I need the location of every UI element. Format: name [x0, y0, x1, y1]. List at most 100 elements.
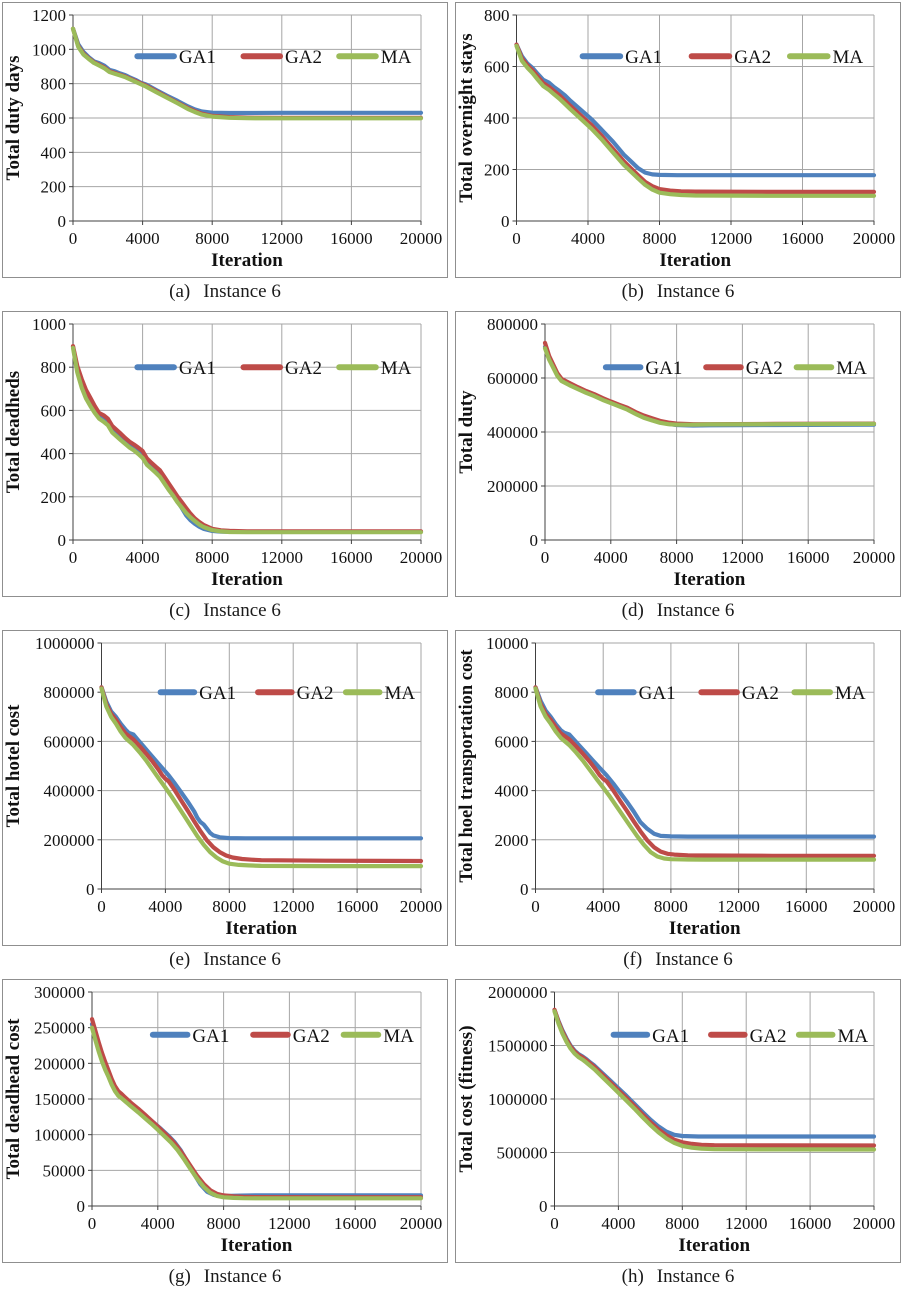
- y-tick-label: 200000: [34, 1054, 85, 1073]
- legend-label-MA: MA: [836, 358, 867, 379]
- y-tick-label: 0: [86, 880, 95, 899]
- y-tick-label: 800000: [44, 683, 95, 702]
- y-axis-title: Total cost (fitness): [456, 1025, 477, 1172]
- tick-labels: 0 50000 100000 150000 200000 250000 300000 0 400…: [34, 983, 442, 1233]
- series-MA-line: [542, 346, 877, 427]
- y-tick-label: 1200: [32, 6, 66, 25]
- x-tick-label: 16000: [781, 229, 824, 248]
- chart-caption-a: (a) Instance 6: [2, 278, 448, 305]
- axes: [531, 642, 875, 893]
- tick-labels: 0 200 400 600 800 1000 0 4000 8000 12000 16000 2000…: [32, 315, 442, 567]
- legend: GA1 GA2 MA: [610, 1026, 868, 1047]
- caption-label: (a): [169, 280, 191, 302]
- legend: GA1 GA2 MA: [134, 47, 412, 68]
- chart-panel-a: 0 200 400 600 800 1000 1200 0 4000 8000 12000 16000…: [2, 2, 448, 278]
- y-tick-label: 4000: [495, 782, 529, 801]
- legend: GA1 GA2 MA: [134, 358, 412, 379]
- series-MA-line: [514, 43, 877, 198]
- chart-cell-f: 0 2000 4000 6000 8000 10000 0 4000 8000 12000 1600…: [455, 630, 901, 973]
- chart-canvas-e: 0 200000 400000 600000 800000 1000000 0 4000 800…: [3, 634, 443, 939]
- y-tick-label: 600000: [44, 732, 95, 751]
- x-tick-label: 0: [69, 548, 78, 567]
- x-tick-label: 8000: [195, 548, 229, 567]
- legend-label-GA2: GA2: [285, 358, 322, 379]
- legend-label-GA1: GA1: [179, 47, 216, 68]
- caption-text: Instance 6: [203, 948, 281, 970]
- legend: GA1 GA2 MA: [157, 683, 415, 704]
- axes: [69, 14, 422, 225]
- legend: GA1 GA2 MA: [579, 47, 864, 68]
- series-GA2-line: [542, 340, 877, 427]
- x-tick-label: 0: [97, 897, 106, 916]
- y-tick-label: 200: [41, 178, 67, 197]
- series-GA1-line: [99, 685, 424, 841]
- y-tick-label: 600: [41, 109, 67, 128]
- x-tick-label: 8000: [207, 1214, 241, 1233]
- y-tick-label: 800: [41, 75, 67, 94]
- series-lines: [89, 1016, 424, 1201]
- y-tick-label: 250000: [34, 1019, 85, 1038]
- x-tick-label: 0: [512, 229, 521, 248]
- x-tick-label: 16000: [789, 1214, 832, 1233]
- legend-label-MA: MA: [833, 47, 864, 68]
- x-axis-title: Iteration: [659, 250, 731, 271]
- y-tick-label: 6000: [495, 732, 529, 751]
- x-tick-label: 4000: [571, 229, 605, 248]
- y-tick-label: 2000: [495, 831, 529, 850]
- chart-cell-g: 0 50000 100000 150000 200000 250000 300000 0 400…: [2, 979, 448, 1290]
- x-tick-label: 4000: [594, 548, 628, 567]
- caption-label: (e): [169, 948, 191, 970]
- legend-label-GA1: GA1: [645, 358, 682, 379]
- x-tick-label: 20000: [853, 1214, 896, 1233]
- legend-label-GA2: GA2: [742, 683, 779, 704]
- series-MA-line: [552, 1009, 877, 1152]
- chart-canvas-f: 0 2000 4000 6000 8000 10000 0 4000 8000 12000 1600…: [457, 634, 895, 939]
- y-tick-label: 600: [41, 401, 67, 420]
- series-lines: [542, 340, 877, 428]
- caption-text: Instance 6: [203, 1265, 282, 1287]
- x-tick-label: 12000: [261, 229, 304, 248]
- x-tick-label: 20000: [400, 229, 443, 248]
- x-tick-label: 8000: [665, 1214, 699, 1233]
- y-axis-title: Total duty days: [3, 56, 24, 181]
- chart-caption-f: (f) Instance 6: [455, 946, 901, 973]
- x-tick-label: 0: [541, 548, 550, 567]
- series-MA-line: [533, 686, 877, 862]
- y-tick-label: 300000: [34, 983, 85, 1002]
- chart-panel-g: 0 50000 100000 150000 200000 250000 300000 0 400…: [2, 979, 448, 1263]
- gridlines: [544, 323, 875, 541]
- series-GA1-line: [70, 26, 424, 116]
- y-tick-label: 1500000: [488, 1037, 548, 1056]
- x-tick-label: 4000: [126, 229, 160, 248]
- caption-label: (h): [621, 1265, 644, 1287]
- series-MA-line: [70, 26, 424, 121]
- caption-label: (c): [169, 599, 191, 621]
- series-lines: [533, 685, 877, 862]
- legend-label-MA: MA: [384, 683, 415, 704]
- chart-panel-h: 0 500000 1000000 1500000 2000000 0 4000 8000 120…: [455, 979, 901, 1263]
- y-tick-label: 800000: [487, 315, 538, 334]
- series-GA2-line: [533, 685, 877, 858]
- legend-label-GA1: GA1: [199, 683, 236, 704]
- x-tick-label: 12000: [721, 548, 764, 567]
- y-tick-label: 1000: [32, 315, 66, 334]
- x-axis-title: Iteration: [211, 569, 283, 590]
- legend-label-GA2: GA2: [293, 1026, 330, 1047]
- legend-label-MA: MA: [381, 47, 412, 68]
- caption-label: (d): [621, 599, 644, 621]
- y-tick-label: 800: [484, 6, 510, 25]
- legend: GA1 GA2 MA: [595, 683, 866, 704]
- y-tick-label: 600: [484, 58, 510, 77]
- y-tick-label: 0: [58, 212, 67, 231]
- axes: [541, 323, 875, 544]
- chart-canvas-d: 0 200000 400000 600000 800000 0 4000 8000 12000 1…: [456, 315, 895, 590]
- x-axis-title: Iteration: [221, 1235, 293, 1256]
- x-tick-label: 20000: [853, 229, 896, 248]
- legend-label-GA2: GA2: [746, 358, 783, 379]
- y-tick-label: 0: [501, 212, 510, 231]
- x-tick-label: 20000: [400, 897, 443, 916]
- x-tick-label: 12000: [268, 1214, 311, 1233]
- y-tick-label: 400000: [44, 782, 95, 801]
- y-tick-label: 400: [484, 109, 510, 128]
